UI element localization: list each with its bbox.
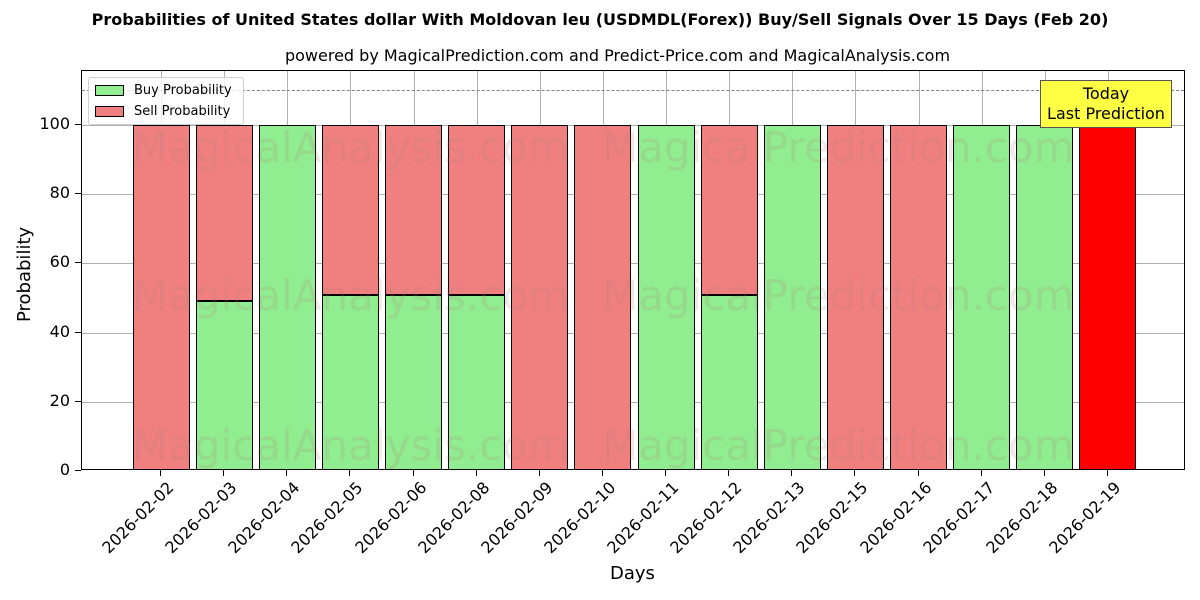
grid-line-horizontal — [82, 124, 1184, 126]
x-axis-title: Days — [610, 563, 655, 584]
buy-swatch-icon — [95, 85, 124, 96]
bar-sell — [511, 124, 569, 469]
bar-buy — [448, 294, 506, 469]
x-tick — [980, 470, 982, 476]
bar-sell — [321, 124, 379, 295]
legend-label-sell: Sell Probability — [134, 104, 231, 119]
grid-line-horizontal — [82, 401, 1184, 403]
bar-sell — [826, 124, 884, 469]
x-tick — [1106, 470, 1108, 476]
y-tick-label: 60 — [49, 252, 70, 272]
y-tick — [75, 470, 81, 471]
today-annotation: Today Last Prediction — [1040, 80, 1172, 128]
sell-swatch-icon — [95, 106, 124, 117]
bar-sell-today — [1079, 124, 1137, 469]
x-tick — [160, 470, 161, 476]
grid-line-horizontal — [82, 263, 1184, 265]
x-tick — [475, 470, 477, 476]
y-tick-label: 20 — [49, 390, 70, 410]
bar-sell — [132, 124, 190, 469]
x-tick — [791, 470, 793, 476]
y-tick-label: 80 — [49, 183, 70, 203]
legend-label-buy: Buy Probability — [134, 83, 232, 98]
reference-line — [82, 90, 1184, 92]
chart-subtitle: powered by MagicalPrediction.com and Pre… — [284, 46, 951, 65]
chart-title: Probabilities of United States dollar Wi… — [91, 10, 1109, 29]
bar-buy — [321, 294, 379, 469]
x-tick — [728, 470, 730, 476]
x-tick — [1043, 470, 1045, 476]
bar-sell — [700, 124, 758, 295]
bar-buy — [385, 294, 443, 469]
bar-buy — [763, 124, 821, 469]
legend: Buy Probability Sell Probability — [88, 77, 244, 125]
x-tick — [538, 470, 540, 476]
bar-sell — [574, 124, 632, 469]
x-tick — [286, 470, 288, 476]
today-label: Today — [1082, 84, 1130, 103]
legend-item-buy: Buy Probability — [95, 83, 232, 98]
bar-sell — [448, 124, 506, 295]
bar-buy — [258, 124, 316, 469]
bar-buy — [195, 301, 253, 469]
y-tick — [75, 331, 81, 333]
x-tick — [412, 470, 414, 476]
plot-area: MagicalAnalysis.comMagicalPrediction.com… — [81, 70, 1185, 470]
y-tick-label: 0 — [59, 460, 70, 479]
x-tick — [854, 470, 856, 476]
legend-item-sell: Sell Probability — [95, 104, 230, 119]
bar-sell — [195, 124, 253, 302]
bar-sell — [890, 124, 948, 469]
bar-sell — [385, 124, 443, 295]
x-tick — [349, 470, 351, 476]
x-tick — [601, 470, 603, 476]
bar-buy — [637, 124, 695, 469]
y-tick-label: 40 — [49, 321, 70, 341]
x-tick — [917, 470, 919, 476]
y-tick — [75, 123, 81, 125]
y-tick — [75, 262, 81, 264]
y-tick — [75, 193, 81, 195]
bar-buy — [700, 294, 758, 469]
grid-line-horizontal — [82, 332, 1184, 334]
last-prediction-label: Last Prediction — [1047, 104, 1165, 123]
grid-line-horizontal — [82, 194, 1184, 196]
y-tick — [75, 400, 81, 402]
bar-buy — [953, 124, 1011, 469]
y-tick-label: 100 — [39, 113, 70, 133]
x-tick — [223, 470, 225, 476]
bar-buy — [1016, 124, 1074, 469]
y-axis-title: Probability — [14, 226, 35, 322]
x-tick — [665, 470, 667, 476]
